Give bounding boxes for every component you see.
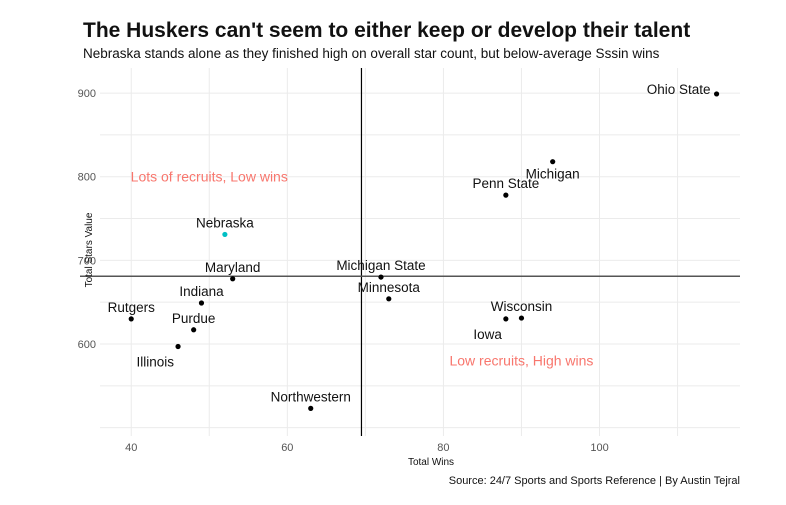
data-point	[191, 327, 197, 333]
data-points	[128, 91, 720, 411]
chart-title: The Huskers can't seem to either keep or…	[83, 19, 690, 42]
x-axis-label: Total Wins	[408, 457, 454, 468]
x-tick-label: 80	[437, 442, 449, 454]
y-tick-label: 700	[78, 255, 96, 267]
quadrant-annotation: Low recruits, High wins	[449, 353, 593, 369]
axis-ticks: 40 60 80 100 600 700 800 900	[78, 88, 609, 454]
point-label: Maryland	[205, 260, 261, 275]
grid	[100, 68, 740, 436]
data-point	[503, 316, 509, 322]
point-label: Indiana	[179, 284, 224, 299]
point-label: Penn State	[472, 176, 539, 191]
x-tick-label: 60	[281, 442, 293, 454]
data-point	[550, 159, 556, 165]
point-label: Wisconsin	[491, 299, 553, 314]
data-point	[713, 91, 720, 97]
point-label: Rutgers	[108, 300, 156, 315]
point-label: Ohio State	[647, 82, 711, 97]
data-point	[378, 274, 384, 280]
y-axis-label: Total Stars Value	[84, 212, 95, 287]
data-point	[128, 316, 134, 322]
data-point	[308, 405, 314, 411]
point-label: Illinois	[137, 355, 175, 370]
chart-subtitle: Nebraska stands alone as they finished h…	[83, 46, 660, 61]
y-tick-label: 600	[78, 339, 96, 351]
point-label: Northwestern	[271, 389, 351, 404]
point-label: Nebraska	[196, 215, 254, 230]
chart-caption: Source: 24/7 Sports and Sports Reference…	[449, 475, 740, 487]
data-point	[518, 315, 525, 321]
data-point	[503, 192, 509, 198]
data-point	[230, 276, 236, 282]
x-tick-label: 100	[590, 442, 608, 454]
point-label: Michigan State	[336, 258, 425, 273]
quadrant-annotation: Lots of recruits, Low wins	[131, 169, 288, 185]
data-point	[175, 343, 181, 350]
y-tick-label: 800	[78, 172, 96, 184]
point-label: Purdue	[172, 311, 216, 326]
quadrant-annotations: Lots of recruits, Low wins Low recruits, …	[131, 169, 594, 369]
point-label: Minnesota	[358, 280, 421, 295]
point-label: Michigan	[526, 167, 580, 182]
y-tick-label: 900	[78, 88, 96, 100]
x-tick-label: 40	[125, 442, 137, 454]
data-point	[386, 296, 392, 302]
point-label: Iowa	[473, 327, 502, 342]
data-point	[222, 231, 228, 238]
reference-lines	[80, 68, 740, 436]
data-point	[198, 300, 205, 306]
